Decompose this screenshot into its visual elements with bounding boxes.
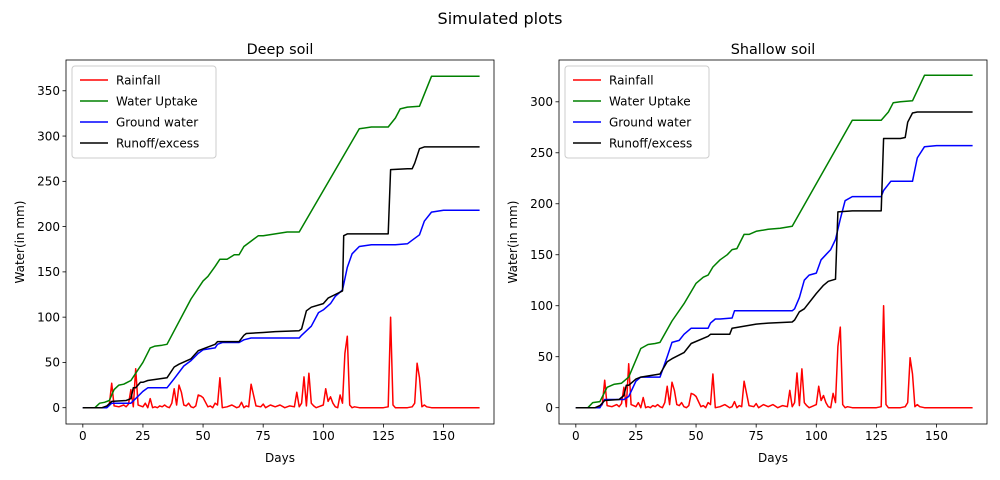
chart-title: Shallow soil [731, 42, 816, 58]
legend-label: Runoff/excess [116, 136, 199, 150]
y-tick-label: 250 [37, 175, 60, 189]
legend-label: Ground water [116, 115, 198, 129]
x-tick-label: 100 [805, 429, 828, 443]
x-axis-label: Days [265, 451, 295, 465]
series-line-runoff-excess [82, 146, 480, 409]
x-tick-label: 50 [688, 429, 703, 443]
x-axis-label: Days [758, 451, 788, 465]
series-line-ground-water [575, 144, 973, 409]
x-tick-label: 150 [925, 429, 948, 443]
x-tick-label: 75 [749, 429, 764, 443]
series-line-rainfall [575, 304, 973, 409]
legend-label: Rainfall [116, 73, 161, 87]
legend-box [71, 65, 217, 159]
legend-box [564, 65, 710, 159]
y-tick-label: 100 [530, 299, 553, 313]
x-tick-label: 75 [256, 429, 271, 443]
x-tick-label: 25 [628, 429, 643, 443]
y-tick-label: 0 [52, 401, 60, 415]
x-tick-label: 100 [312, 429, 335, 443]
series-line-water-uptake [575, 74, 973, 409]
chart-panel-shallow-soil: Shallow soil 0 25 50 75 100 125 150 0 50 100 150 200… [506, 42, 988, 465]
x-tick-label: 0 [572, 429, 580, 443]
x-tick-label: 50 [195, 429, 210, 443]
figure-suptitle: Simulated plots [438, 9, 563, 28]
y-tick-label: 300 [530, 95, 553, 109]
legend-label: Runoff/excess [609, 136, 692, 150]
x-tick-label: 0 [79, 429, 87, 443]
y-tick-label: 50 [538, 350, 553, 364]
legend-label: Rainfall [609, 73, 654, 87]
chart-panel-deep-soil: Deep soil 0 25 50 75 100 125 150 0 50 100 150 200 250… [13, 42, 495, 465]
y-tick-label: 150 [530, 248, 553, 262]
y-tick-label: 250 [530, 146, 553, 160]
y-tick-label: 200 [530, 197, 553, 211]
y-tick-label: 300 [37, 129, 60, 143]
x-tick-label: 150 [432, 429, 455, 443]
y-tick-label: 350 [37, 84, 60, 98]
series-line-water-uptake [82, 75, 480, 409]
y-tick-label: 200 [37, 220, 60, 234]
series-line-runoff-excess [575, 111, 973, 409]
legend-label: Water Uptake [609, 94, 691, 108]
x-tick-label: 125 [372, 429, 395, 443]
x-tick-label: 25 [135, 429, 150, 443]
y-tick-label: 0 [545, 401, 553, 415]
legend-label: Water Uptake [116, 94, 198, 108]
y-tick-label: 150 [37, 265, 60, 279]
y-tick-label: 50 [45, 356, 60, 370]
y-axis-label: Water(in mm) [13, 201, 27, 284]
legend: Rainfall Water Uptake Ground water Runoff/e… [71, 65, 217, 159]
plot-frame [65, 59, 495, 425]
y-tick-label: 100 [37, 310, 60, 324]
legend-label: Ground water [609, 115, 691, 129]
chart-title: Deep soil [247, 42, 314, 58]
x-tick-label: 125 [865, 429, 888, 443]
series-line-rainfall [82, 316, 480, 409]
series-line-ground-water [82, 209, 480, 409]
y-axis-label: Water(in mm) [506, 201, 520, 284]
legend: Rainfall Water Uptake Ground water Runoff/e… [564, 65, 710, 159]
plot-frame [558, 59, 988, 425]
